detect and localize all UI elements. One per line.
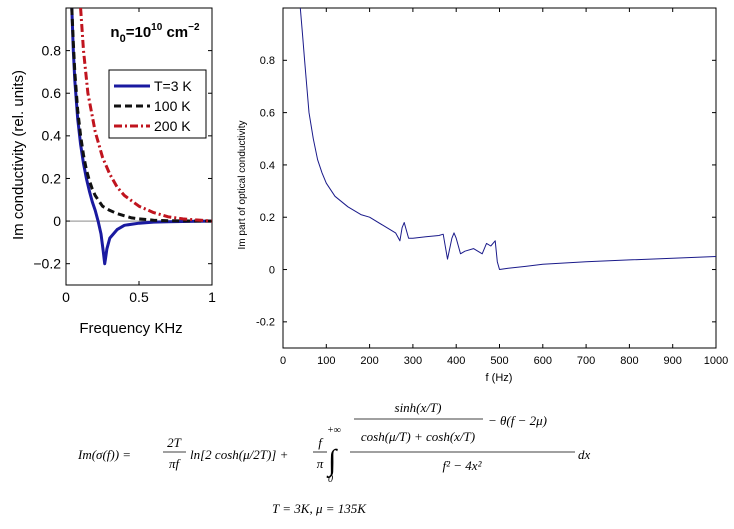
y-tick-label: 0.2 [260, 212, 275, 224]
left-y-axis-label: Im conductivity (rel. units) [10, 70, 27, 240]
x-tick-label: 1 [208, 289, 216, 305]
formula-t1-body: ln[2 cosh(μ/2T)] + [190, 447, 288, 462]
left-legend: T=3 K 100 K 200 K [108, 69, 207, 139]
x-tick-label: 100 [317, 355, 335, 367]
formula-t1-num: 2T [167, 435, 182, 450]
right-plot-frame [282, 7, 717, 349]
formula-t1-den: πf [169, 456, 182, 471]
formula-den: f² − 4x² [443, 458, 483, 473]
formula-int-lower: 0 [328, 474, 333, 485]
series-line-2 [79, 8, 212, 223]
x-tick-label: 600 [534, 355, 552, 367]
formula-num-top: sinh(x/T) [395, 400, 442, 415]
right-chart: 0 100 200 300 400 500 600 700 800 900 1000 -0.2 0 0.2… [237, 7, 728, 384]
y-tick-label: 0 [53, 213, 61, 229]
y-tick-label: 0 [269, 264, 275, 276]
y-tick-label: 0.4 [260, 160, 275, 172]
right-x-axis-label: f (Hz) [486, 372, 513, 384]
x-tick-label: 0.5 [129, 289, 149, 305]
left-chart-title: n0=1010 cm−2 [110, 22, 200, 45]
x-tick-label: 900 [664, 355, 682, 367]
legend-label-2: 200 K [154, 118, 191, 134]
x-tick-label: 0 [62, 289, 70, 305]
formula: Im(σ(f)) = 2T πf ln[2 cosh(μ/2T)] + f π … [77, 400, 591, 516]
right-y-axis-label: Im part of optical conductivity [237, 121, 248, 250]
x-tick-label: 800 [620, 355, 638, 367]
y-tick-label: 0.6 [42, 85, 62, 101]
y-tick-label: 0.8 [42, 43, 62, 59]
x-tick-label: 200 [360, 355, 378, 367]
y-tick-label: −0.2 [33, 256, 61, 272]
y-tick-label: -0.2 [256, 317, 275, 329]
x-tick-label: 0 [280, 355, 286, 367]
formula-num-bottom: cosh(μ/T) + cosh(x/T) [361, 429, 475, 444]
x-tick-label: 500 [490, 355, 508, 367]
y-tick-label: 0.2 [42, 170, 62, 186]
formula-num-rest: − θ(f − 2μ) [488, 413, 547, 428]
x-tick-label: 1000 [704, 355, 728, 367]
series-line-0 [299, 8, 716, 270]
formula-int-upper: +∞ [327, 425, 341, 436]
y-tick-label: 0.4 [42, 128, 62, 144]
left-plot-frame [65, 7, 213, 286]
formula-lhs: Im(σ(f)) = [77, 447, 131, 462]
y-tick-label: 0.6 [260, 107, 275, 119]
left-chart: 0 0.5 1 −0.2 0 0.2 0.4 0.6 0.8 n0=1010 cm−2 Freq… [10, 7, 216, 337]
legend-label-0: T=3 K [154, 78, 192, 94]
x-tick-label: 300 [404, 355, 422, 367]
x-tick-label: 400 [447, 355, 465, 367]
formula-t2-den: π [317, 456, 324, 471]
x-tick-label: 700 [577, 355, 595, 367]
left-x-axis-label: Frequency KHz [79, 320, 182, 337]
series-line-1 [70, 8, 212, 223]
integral-sign: ∫ [326, 444, 338, 479]
formula-dx: dx [578, 447, 591, 462]
formula-t2-num: f [318, 435, 324, 450]
legend-label-1: 100 K [154, 98, 191, 114]
formula-params: T = 3K, μ = 135K [272, 501, 367, 516]
y-tick-label: 0.8 [260, 55, 275, 67]
